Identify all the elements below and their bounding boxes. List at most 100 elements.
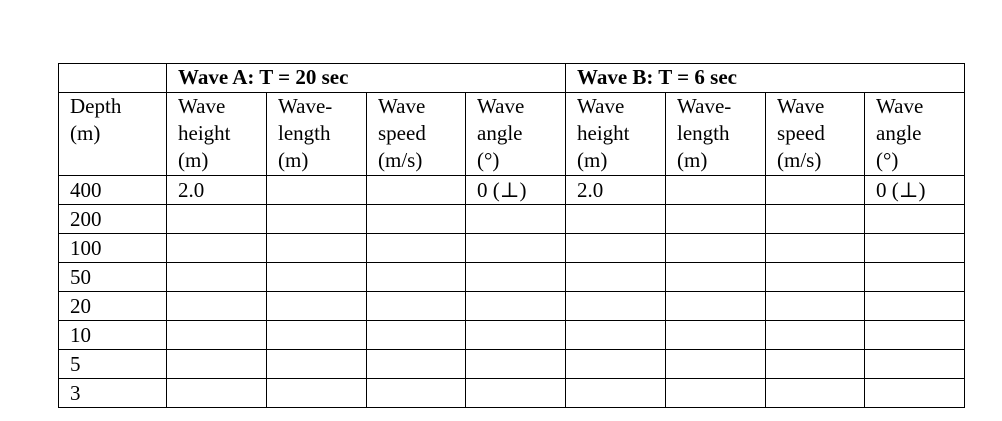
wave-a-angle-cell [464,378,567,408]
wave-a-length-cell [266,349,367,379]
header-line: Wave- [677,94,732,118]
wave-a-length-cell [266,175,367,205]
wave-b-length-header: Wave- length (m) [665,92,767,176]
wave-b-length-cell [665,291,767,321]
header-line: Wave [178,94,226,118]
wave-b-speed-cell [765,378,866,408]
data-rows: 400 2.0 0 (⊥) 2.0 0 (⊥) 200 100 50 20 10 5 3 [58,175,966,408]
wave-a-angle-cell [464,204,567,234]
wave-b-height-cell [565,262,667,292]
wave-b-length-cell [665,320,767,350]
wave-a-speed-cell [366,320,466,350]
wave-a-speed-header: Wave speed (m/s) [366,92,466,176]
wave-b-angle-header: Wave angle (°) [864,92,966,176]
wave-b-height-header: Wave height (m) [565,92,667,176]
header-line: length [677,121,730,145]
table-row: 200 [58,204,966,234]
wave-b-angle-cell [864,349,966,379]
wave-b-speed-cell [765,320,866,350]
header-line: height [577,121,630,145]
wave-b-height-cell [565,204,667,234]
wave-a-length-cell [266,291,367,321]
wave-a-height-cell: 2.0 [166,175,267,205]
wave-b-speed-cell [765,233,866,263]
wave-a-speed-cell [366,291,466,321]
wave-b-speed-cell [765,262,866,292]
wave-b-height-cell [565,378,667,408]
wave-b-length-cell [665,349,767,379]
depth-cell: 100 [58,233,167,263]
wave-b-angle-cell [864,291,966,321]
wave-a-speed-cell [366,175,466,205]
depth-cell: 5 [58,349,167,379]
header-line: (m/s) [378,148,423,172]
header-line: (m) [577,148,608,172]
header-line: (m) [677,148,708,172]
table-row: 100 [58,233,966,263]
header-line: length [278,121,331,145]
column-header-row: Depth (m) Wave height (m) Wave- length (… [58,92,966,176]
wave-b-height-cell [565,233,667,263]
wave-b-length-cell [665,175,767,205]
wave-a-length-cell [266,378,367,408]
wave-b-height-cell: 2.0 [565,175,667,205]
wave-a-angle-cell: 0 (⊥) [464,175,567,205]
wave-b-speed-cell [765,175,866,205]
wave-a-angle-cell [464,233,567,263]
header-line: (m) [278,148,309,172]
wave-a-height-cell [166,291,267,321]
wave-a-height-cell [166,204,267,234]
wave-a-title: Wave A: T = 20 sec [165,63,567,93]
wave-b-angle-cell [864,378,966,408]
wave-b-length-cell [665,204,767,234]
depth-cell: 50 [58,262,167,292]
header-line: speed [777,121,825,145]
wave-b-angle-cell [864,262,966,292]
wave-b-length-cell [665,262,767,292]
header-line: angle [876,121,922,145]
header-line: Wave [876,94,924,118]
wave-a-speed-cell [366,204,466,234]
wave-b-height-cell [565,349,667,379]
wave-a-angle-cell [464,291,567,321]
wave-a-height-cell [166,378,267,408]
depth-header-line: Depth [70,94,122,118]
wave-a-height-cell [166,262,267,292]
table-row: 400 2.0 0 (⊥) 2.0 0 (⊥) [58,175,966,205]
wave-a-angle-header: Wave angle (°) [464,92,567,176]
wave-a-length-cell [266,233,367,263]
wave-b-angle-cell: 0 (⊥) [864,175,966,205]
wave-a-angle-cell [464,349,567,379]
depth-cell: 20 [58,291,167,321]
table-row: 20 [58,291,966,321]
table-row: 3 [58,378,966,408]
wave-b-height-cell [565,291,667,321]
header-line: speed [378,121,426,145]
wave-b-length-cell [665,233,767,263]
header-line: Wave [777,94,825,118]
header-line: height [178,121,231,145]
wave-b-speed-header: Wave speed (m/s) [765,92,866,176]
table-row: 5 [58,349,966,379]
wave-a-height-cell [166,349,267,379]
wave-a-angle-cell [464,320,567,350]
wave-b-speed-cell [765,204,866,234]
depth-header: Depth (m) [58,92,167,176]
depth-cell: 3 [58,378,167,408]
wave-a-height-cell [166,320,267,350]
table-row: 10 [58,320,966,350]
wave-b-angle-cell [864,233,966,263]
wave-a-length-cell [266,320,367,350]
wave-a-speed-cell [366,349,466,379]
wave-a-speed-cell [366,262,466,292]
group-header-row: Wave A: T = 20 sec Wave B: T = 6 sec [58,63,966,93]
wave-b-title: Wave B: T = 6 sec [565,63,966,93]
header-line: Wave [378,94,426,118]
header-line: (°) [876,148,899,172]
wave-data-table: Wave A: T = 20 sec Wave B: T = 6 sec Dep… [58,63,966,408]
header-line: Wave- [278,94,333,118]
wave-b-speed-cell [765,349,866,379]
depth-cell: 400 [58,175,167,205]
wave-b-height-cell [565,320,667,350]
wave-a-length-cell [266,262,367,292]
